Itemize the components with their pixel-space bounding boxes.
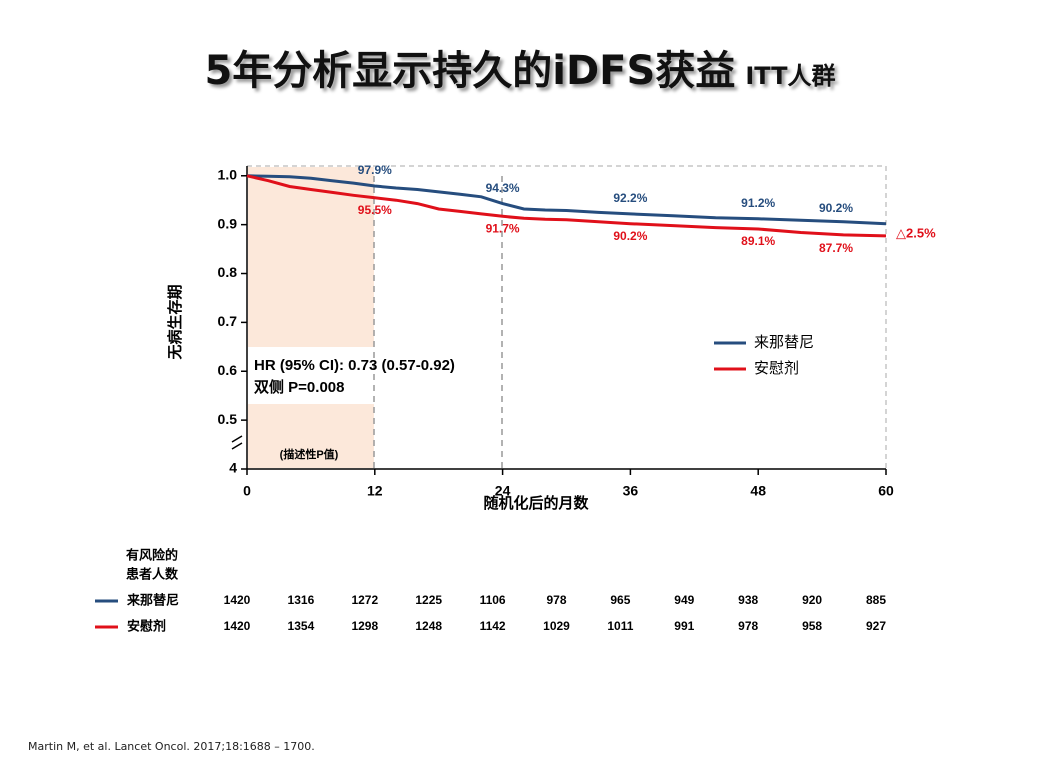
y-tick-label: 0.8 <box>218 264 238 280</box>
risk-value: 1420 <box>224 593 251 607</box>
value-label: 91.2% <box>741 196 775 210</box>
risk-value: 1272 <box>351 593 378 607</box>
value-label: 95.5% <box>358 203 392 217</box>
annotation: △2.5% <box>896 225 936 240</box>
x-tick-label: 60 <box>878 483 894 499</box>
risk-value: 991 <box>674 619 694 633</box>
risk-row-name: 安慰剂 <box>127 618 166 633</box>
risk-row-name: 来那替尼 <box>126 592 179 607</box>
x-tick-label: 0 <box>243 483 251 499</box>
risk-value: 958 <box>802 619 822 633</box>
shade <box>248 404 374 468</box>
risk-value: 927 <box>866 619 886 633</box>
risk-value: 938 <box>738 593 758 607</box>
risk-title: 患者人数 <box>126 566 179 581</box>
axis-break <box>231 435 243 450</box>
y-tick-label: 1.0 <box>218 166 238 182</box>
risk-value: 920 <box>802 593 822 607</box>
series-line <box>246 174 887 226</box>
series-line <box>246 174 887 238</box>
title: 5年分析显示持久的iDFS获益 ITT人群 <box>0 38 1040 96</box>
risk-value: 885 <box>866 593 886 607</box>
risk-value: 978 <box>546 593 566 607</box>
shade <box>248 167 374 347</box>
y-tick-label: 0.7 <box>218 313 238 329</box>
y-tick-label: 0.9 <box>218 215 238 231</box>
annotation: HR (95% CI): 0.73 (0.57-0.92) <box>254 357 455 374</box>
y-tick-label: 0.6 <box>218 362 238 378</box>
value-label: 90.2% <box>613 229 647 243</box>
title-suffix: ITT人群 <box>745 62 836 90</box>
risk-value: 1354 <box>288 619 315 633</box>
risk-value: 1298 <box>351 619 378 633</box>
footnote: Martin M, et al. Lancet Oncol. 2017;18:1… <box>28 740 315 753</box>
y-tick-label: 4 <box>229 460 237 476</box>
risk-value: 965 <box>610 593 630 607</box>
annotation: 双侧 P=0.008 <box>254 378 344 396</box>
risk-value: 1248 <box>415 619 442 633</box>
risk-value: 1142 <box>480 619 506 633</box>
y-tick-label: 0.5 <box>218 411 238 427</box>
x-tick-label: 12 <box>367 483 383 499</box>
value-label: 90.2% <box>819 201 853 215</box>
risk-value: 1029 <box>543 619 570 633</box>
risk-value: 1316 <box>288 593 315 607</box>
value-label: 91.7% <box>486 222 520 236</box>
risk-value: 1011 <box>607 619 633 633</box>
y-label: 无病生存期 <box>166 284 184 360</box>
x-tick-label: 48 <box>750 483 766 499</box>
risk-value: 1420 <box>224 619 251 633</box>
risk-value: 978 <box>738 619 758 633</box>
title-main: 5年分析显示持久的iDFS获益 <box>204 48 736 94</box>
x-tick-label: 36 <box>623 483 639 499</box>
value-label: 92.2% <box>613 191 647 205</box>
risk-value: 1225 <box>415 593 442 607</box>
legend-label: 来那替尼 <box>754 334 814 351</box>
value-label: 87.7% <box>819 241 853 255</box>
value-label: 94.3% <box>486 181 520 195</box>
x-label: 随机化后的月数 <box>483 494 589 512</box>
value-label: 97.9% <box>358 163 392 177</box>
value-label: 89.1% <box>741 234 775 248</box>
annotation: (描述性P值) <box>280 447 339 461</box>
legend-label: 安慰剂 <box>754 359 799 377</box>
risk-value: 1106 <box>480 593 506 607</box>
x-tick-label: 24 <box>495 483 511 499</box>
risk-title: 有风险的 <box>126 547 178 562</box>
risk-value: 949 <box>674 593 694 607</box>
